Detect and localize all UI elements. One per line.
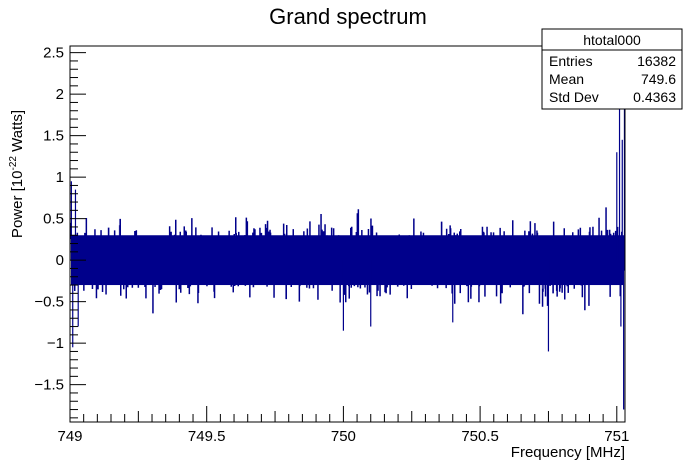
x-tick-label: 750 bbox=[331, 428, 356, 445]
stats-box-frame bbox=[541, 28, 683, 110]
stats-stddev-value: 0.4363 bbox=[633, 89, 676, 105]
plot-frame bbox=[69, 45, 626, 423]
y-axis-title-prefix: Power [10 bbox=[9, 171, 26, 239]
series-core-band bbox=[71, 235, 624, 286]
x-axis: 749 749.5 750 750.5 751 bbox=[57, 406, 629, 445]
x-tick-label: 749 bbox=[57, 428, 82, 445]
x-tick-label: 751 bbox=[604, 428, 629, 445]
y-tick-label: 1.5 bbox=[43, 128, 64, 145]
y-tick-label: −0.5 bbox=[34, 294, 64, 311]
stats-entries-label: Entries bbox=[549, 53, 593, 69]
y-tick-label: −1.5 bbox=[34, 377, 64, 394]
y-axis-title-exponent: -22 bbox=[8, 156, 19, 171]
y-axis-title: Power [10-22 Watts] bbox=[8, 110, 26, 238]
stats-box-name: htotal000 bbox=[583, 32, 641, 48]
y-tick-label: −1 bbox=[47, 335, 64, 352]
stats-box: htotal000 Entries 16382 Mean 749.6 Std D… bbox=[541, 28, 683, 110]
chart-title: Grand spectrum bbox=[269, 4, 427, 29]
stats-mean-value: 749.6 bbox=[641, 71, 676, 87]
y-axis: −1.5 −1 −0.5 0 0.5 1 1.5 2 2.5 bbox=[34, 45, 86, 419]
y-tick-label: 0 bbox=[56, 252, 64, 269]
y-tick-label: 2.5 bbox=[43, 45, 64, 62]
x-tick-label: 749.5 bbox=[188, 428, 226, 445]
y-tick-label: 2 bbox=[56, 86, 64, 103]
y-tick-label: 0.5 bbox=[43, 211, 64, 228]
y-tick-label: 1 bbox=[56, 169, 64, 186]
stats-mean-label: Mean bbox=[549, 71, 584, 87]
x-tick-label: 750.5 bbox=[461, 428, 499, 445]
stats-stddev-label: Std Dev bbox=[549, 89, 599, 105]
y-axis-title-suffix: Watts] bbox=[9, 110, 26, 156]
x-axis-title: Frequency [MHz] bbox=[511, 444, 625, 461]
stats-entries-value: 16382 bbox=[637, 53, 676, 69]
data-series bbox=[69, 60, 626, 410]
